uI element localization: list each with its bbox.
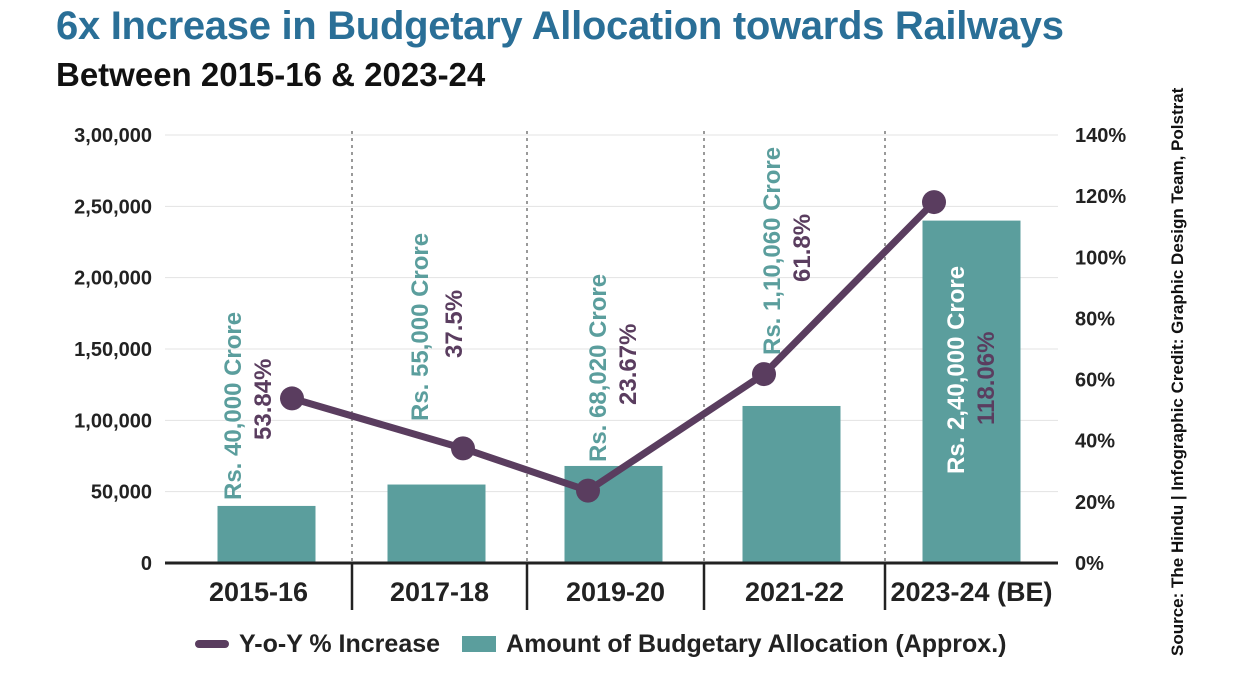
- bar-value-label: Rs. 2,40,000 Crore: [943, 266, 970, 474]
- legend-item-line: Y-o-Y % Increase: [195, 630, 440, 659]
- x-tick-label: 2021-22: [745, 577, 844, 607]
- y-left-tick-label: 1,50,000: [74, 339, 152, 361]
- y-left-tick-label: 3,00,000: [74, 125, 152, 147]
- y-left-tick-label: 2,50,000: [74, 196, 152, 218]
- source-credit: Source: The Hindu | Infographic Credit: …: [1168, 87, 1187, 656]
- data-labels: Rs. 40,000 Crore Rs. 55,000 Crore Rs. 68,0…: [220, 147, 1000, 500]
- chart-subtitle: Between 2015-16 & 2023-24: [56, 56, 486, 93]
- legend-line-label: Y-o-Y % Increase: [239, 629, 441, 658]
- line-value-label: 61.8%: [789, 214, 816, 282]
- bar: [217, 505, 316, 563]
- y-right-tick-label: 80%: [1075, 308, 1115, 330]
- line-point: [922, 190, 946, 215]
- bar: [564, 465, 663, 563]
- bar-value-label: Rs. 40,000 Crore: [220, 312, 247, 500]
- y-right-tick-label: 100%: [1075, 247, 1126, 269]
- y-right-tick-label: 20%: [1075, 492, 1115, 514]
- bar-value-label: Rs. 68,020 Crore: [585, 274, 612, 462]
- x-tick-label: 2019-20: [566, 577, 665, 607]
- bar: [922, 220, 1021, 563]
- line-point: [576, 478, 600, 503]
- legend: Y-o-Y % Increase Amount of Budgetary All…: [195, 626, 1028, 662]
- bar-series: [217, 220, 1021, 563]
- x-tick-label: 2015-16: [209, 577, 308, 607]
- y-left-tick-label: 0: [141, 553, 152, 575]
- line-value-label: 23.67%: [615, 324, 642, 405]
- category-separators: [350, 131, 887, 610]
- combo-chart: 0 50,000 1,00,000 1,50,000 2,00,000 2,50,000 3…: [74, 125, 1126, 610]
- bar: [742, 405, 841, 563]
- line-point: [451, 436, 475, 461]
- legend-bar-swatch: [462, 636, 497, 652]
- y-right-tick-label: 120%: [1075, 186, 1126, 208]
- x-tick-label: 2023-24 (BE): [890, 577, 1052, 607]
- y-left-tick-label: 50,000: [91, 482, 152, 504]
- line-series: [280, 190, 946, 503]
- bar-value-label: Rs. 1,10,060 Crore: [759, 147, 786, 355]
- line-value-label: 37.5%: [441, 290, 468, 358]
- y-left-tick-label: 1,00,000: [74, 410, 152, 432]
- line-point: [752, 362, 776, 387]
- line-point: [280, 386, 304, 411]
- y-right-tick-label: 0%: [1075, 553, 1104, 575]
- axes: 0 50,000 1,00,000 1,50,000 2,00,000 2,50,000 3…: [74, 125, 1126, 607]
- y-right-tick-label: 40%: [1075, 431, 1115, 453]
- legend-line-swatch: [195, 640, 229, 648]
- legend-item-bar: Amount of Budgetary Allocation (Approx.): [462, 630, 1006, 659]
- legend-bar-label: Amount of Budgetary Allocation (Approx.): [506, 629, 1007, 658]
- x-tick-label: 2017-18: [390, 577, 489, 607]
- line-value-label: 53.84%: [250, 359, 277, 440]
- y-right-tick-label: 60%: [1075, 370, 1115, 392]
- bar-value-label: Rs. 55,000 Crore: [407, 233, 434, 421]
- y-right-tick-label: 140%: [1075, 125, 1126, 147]
- y-left-tick-label: 2,00,000: [74, 268, 152, 290]
- chart-title: 6x Increase in Budgetary Allocation towa…: [56, 4, 1064, 48]
- line-value-label: 118.06%: [973, 332, 1000, 425]
- bar: [387, 484, 486, 563]
